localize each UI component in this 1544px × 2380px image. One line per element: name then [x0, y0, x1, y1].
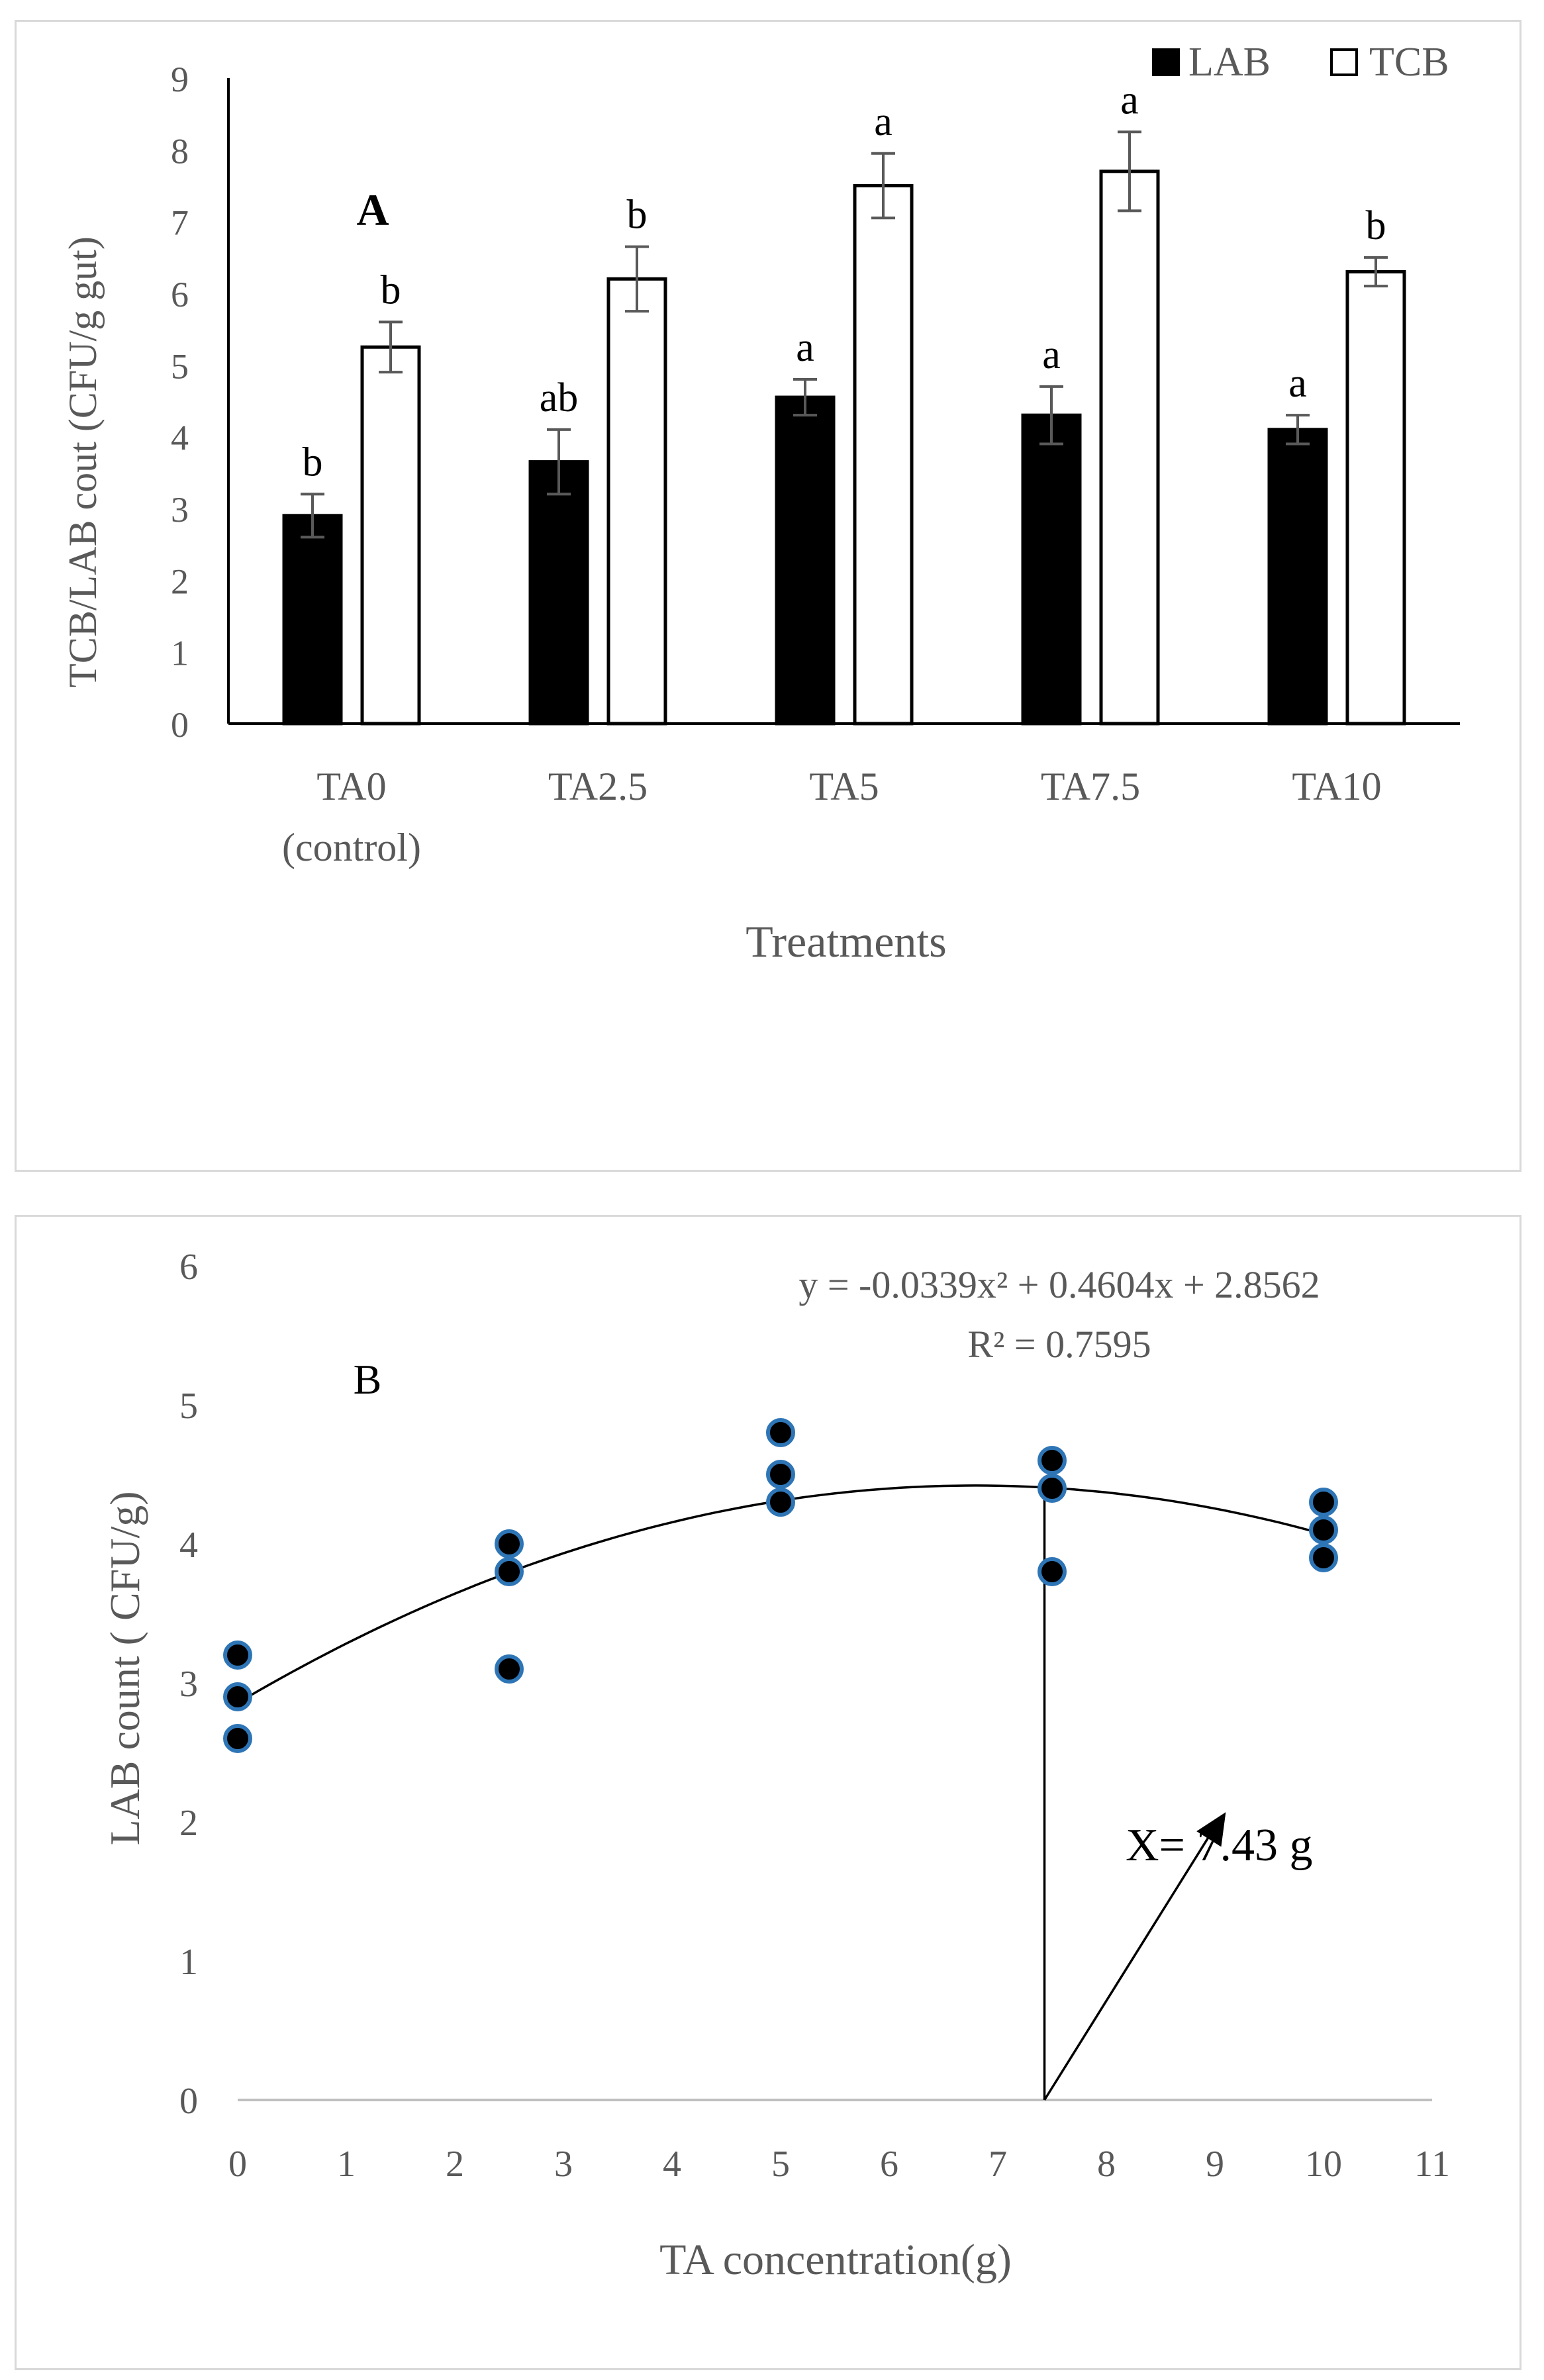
panel-label-b: B — [354, 1356, 382, 1403]
y-tick-label-a: 2 — [171, 561, 189, 601]
data-point — [495, 1654, 524, 1684]
y-tick-label-a: 5 — [171, 346, 189, 386]
bar-lab — [282, 514, 343, 726]
x-tick-label-a: TA7.5 — [1041, 765, 1140, 808]
y-tick-label-a: 8 — [171, 131, 189, 171]
x-axis-title-b: TA concentration(g) — [659, 2236, 1012, 2284]
bar-tcb — [606, 277, 667, 726]
x-tick-label-b: 2 — [446, 2144, 464, 2185]
x-tick-label-b: 10 — [1305, 2144, 1342, 2185]
y-tick-label-b: 2 — [179, 1803, 198, 1844]
data-point — [1309, 1488, 1338, 1517]
r-squared-label: R² = 0.7595 — [967, 1323, 1151, 1366]
bar-tcb — [1099, 169, 1160, 726]
x-tick-label-b: 3 — [554, 2144, 573, 2185]
significance-letter-lab: a — [1042, 332, 1061, 377]
data-point — [1309, 1515, 1338, 1545]
y-tick-label-a: 3 — [171, 490, 189, 530]
x-tick-label-b: 11 — [1414, 2144, 1450, 2185]
y-tick-label-b: 4 — [179, 1525, 198, 1566]
panel-label-a: A — [356, 185, 389, 235]
data-point — [223, 1724, 252, 1753]
data-point — [1037, 1557, 1067, 1586]
y-tick-label-b: 6 — [179, 1247, 198, 1288]
data-point — [495, 1529, 524, 1558]
data-point — [766, 1418, 795, 1447]
panel-a — [15, 20, 1521, 1172]
bar-lab — [528, 460, 589, 726]
bar-lab — [1021, 413, 1082, 726]
trendline — [237, 1484, 1324, 1704]
x-tick-label-b: 7 — [989, 2144, 1007, 2185]
y-tick-label-b: 3 — [179, 1664, 198, 1705]
legend-label-lab: LAB — [1188, 40, 1271, 85]
significance-letter-lab: ab — [540, 375, 579, 420]
data-point — [1037, 1474, 1067, 1503]
x-tick-label-a: TA10 — [1292, 765, 1381, 808]
data-point — [1037, 1446, 1067, 1475]
y-tick-label-a: 0 — [171, 705, 189, 745]
y-tick-label-b: 5 — [179, 1386, 198, 1427]
significance-letter-lab: b — [303, 440, 323, 485]
data-point — [766, 1488, 795, 1517]
bar-tcb — [1345, 270, 1406, 726]
y-tick-label-a: 1 — [171, 634, 189, 673]
bar-chart-a: A TCB/LAB cout (CFU/g gut) Treatments LA… — [61, 40, 1460, 967]
optimum-arrowhead — [1196, 1812, 1226, 1847]
bar-tcb — [360, 345, 421, 726]
x-tick-label-b: 0 — [228, 2144, 247, 2185]
trendline-equation: y = -0.0339x² + 0.4604x + 2.8562 — [798, 1263, 1320, 1306]
significance-letter-tcb: a — [1120, 77, 1139, 122]
y-tick-label-b: 1 — [179, 1942, 198, 1983]
data-point — [766, 1460, 795, 1489]
y-axis-title-b: LAB count ( CFU/g) — [101, 1491, 148, 1845]
x-tick-label-b: 9 — [1206, 2144, 1224, 2185]
bar-lab — [775, 395, 836, 726]
y-tick-label-a: 9 — [171, 60, 189, 99]
x-tick-label-b: 4 — [663, 2144, 681, 2185]
legend-swatch-lab — [1152, 48, 1180, 76]
y-tick-label-a: 6 — [171, 275, 189, 314]
data-point — [1309, 1543, 1338, 1572]
y-tick-label-a: 7 — [171, 203, 189, 243]
data-point — [223, 1682, 252, 1711]
x-tick-label-b: 1 — [337, 2144, 356, 2185]
significance-letter-tcb: b — [381, 267, 401, 312]
data-point — [495, 1557, 524, 1586]
significance-letter-tcb: b — [1366, 203, 1386, 248]
y-tick-label-b: 0 — [179, 2081, 198, 2122]
bar-lab — [1267, 428, 1328, 726]
x-tick-label-b: 5 — [771, 2144, 790, 2185]
legend-swatch-tcb — [1330, 48, 1358, 76]
significance-letter-lab: a — [796, 325, 814, 370]
x-tick-label-b: 8 — [1097, 2144, 1116, 2185]
legend-label-tcb: TCB — [1369, 40, 1449, 85]
y-axis-title-a: TCB/LAB cout (CFU/g gut) — [61, 236, 105, 688]
x-tick-label-a: TA2.5 — [548, 765, 648, 808]
significance-letter-tcb: a — [874, 99, 893, 144]
x-axis-title-a: Treatments — [746, 916, 946, 967]
optimum-arrow — [1043, 1825, 1217, 2101]
y-tick-label-a: 4 — [171, 418, 189, 458]
significance-letter-tcb: b — [627, 193, 648, 238]
x-tick-label-a: TA0 (control) — [282, 765, 421, 869]
data-point — [223, 1641, 252, 1670]
x-tick-label-a: TA5 — [809, 765, 879, 808]
panel-b — [15, 1215, 1521, 2370]
x-tick-label-b: 6 — [880, 2144, 898, 2185]
significance-letter-lab: a — [1288, 361, 1307, 406]
